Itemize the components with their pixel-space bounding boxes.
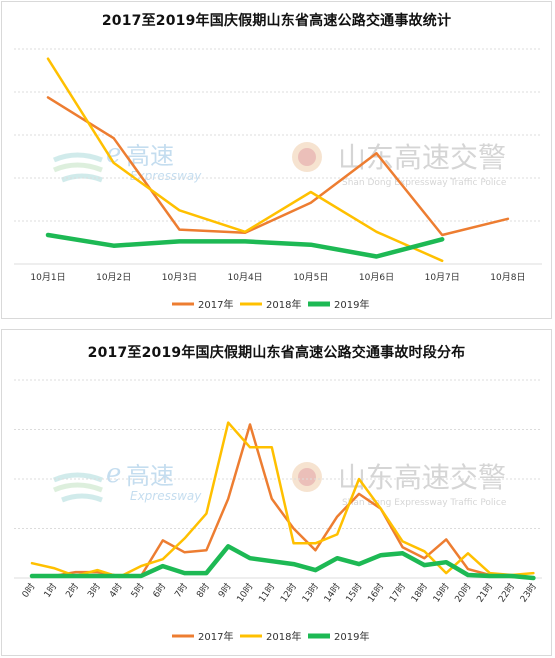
chart-panel-hourly: 2017至2019年国庆假期山东省高速公路交通事故时段分布 e 高速 Expre…: [1, 329, 552, 656]
x-tick-label: 1时: [41, 581, 59, 600]
x-tick-labels: 0时 1时 2时 3时 4时 5时 6时 7时 8时 9时 10时 11时 12时 13时 14时 15时 16…: [19, 581, 539, 605]
daily-accident-chart: e 高速 Expressway 山东高速交警 Shan Dong Express…: [14, 48, 542, 311]
x-tick-label: 9时: [215, 581, 233, 600]
grid: [14, 48, 542, 265]
legend-label: 2019年: [334, 630, 369, 643]
legend-label: 2017年: [198, 630, 233, 643]
watermark-right-sub: Shan Dong Expressway Traffic Police: [342, 498, 507, 508]
series-lines: [45, 57, 510, 263]
x-tick-label: 10月5日: [293, 272, 328, 283]
x-tick-label: 3时: [85, 581, 103, 600]
x-tick-label: 16时: [365, 581, 387, 605]
x-tick-label: 10月1日: [30, 272, 65, 283]
svg-text:e: e: [106, 459, 121, 489]
series-line-2019: [45, 232, 445, 259]
x-tick-label: 6时: [150, 581, 168, 600]
watermark-brand: 高速: [126, 462, 174, 490]
x-tick-label: 13时: [299, 581, 321, 605]
x-tick-label: 20时: [452, 581, 474, 605]
x-tick-label: 7时: [172, 581, 190, 600]
x-tick-label: 21时: [474, 581, 496, 605]
chart-title: 2017至2019年国庆假期山东省高速公路交通事故统计: [101, 13, 452, 29]
watermark-right-brand: 山东高速交警: [338, 141, 506, 174]
watermark-right-brand: 山东高速交警: [338, 461, 506, 494]
legend-label: 2017年: [198, 298, 233, 311]
x-tick-label: 18时: [408, 581, 430, 605]
chart-title: 2017至2019年国庆假期山东省高速公路交通事故时段分布: [87, 345, 466, 361]
watermark: e 高速 Expressway 山东高速交警 Shan Dong Express…: [53, 459, 507, 508]
x-tick-label: 23时: [517, 581, 539, 605]
watermark-sub: Expressway: [130, 169, 202, 183]
x-tick-label: 4时: [106, 581, 124, 600]
x-tick-label: 17时: [386, 581, 408, 605]
x-tick-label: 8时: [194, 581, 212, 600]
expressway-logo-icon: e: [53, 139, 121, 183]
x-tick-labels: 10月1日 10月2日 10月3日 10月4日 10月5日 10月6日 10月7日 10月8日: [30, 272, 525, 283]
svg-text:e: e: [106, 139, 121, 169]
legend-label: 2018年: [266, 298, 301, 311]
chart-panel-daily: 2017至2019年国庆假期山东省高速公路交通事故统计 e 高速 Express…: [1, 1, 552, 319]
watermark: e 高速 Expressway 山东高速交警 Shan Dong Express…: [53, 139, 507, 188]
x-tick-label: 11时: [256, 581, 278, 605]
x-tick-label: 10时: [234, 581, 256, 605]
x-tick-label: 14时: [321, 581, 343, 605]
legend: 2017年 2018年 2019年: [172, 298, 369, 311]
x-tick-label: 10月3日: [162, 272, 197, 283]
x-tick-label: 19时: [430, 581, 452, 605]
watermark-sub: Expressway: [130, 489, 202, 503]
police-emblem-icon: [292, 462, 322, 492]
x-tick-label: 10月4日: [228, 272, 263, 283]
series-line-2019: [29, 544, 536, 581]
x-tick-label: 15时: [343, 581, 365, 605]
x-tick-label: 10月6日: [359, 272, 394, 283]
series-line-2017: [46, 96, 510, 237]
x-tick-label: 5时: [128, 581, 146, 600]
series-line-2018: [46, 57, 444, 263]
x-tick-label: 0时: [19, 581, 37, 600]
x-tick-label: 12时: [277, 581, 299, 605]
expressway-logo-icon: e: [53, 459, 121, 503]
legend: 2017年 2018年 2019年: [172, 630, 369, 643]
police-emblem-icon: [292, 142, 322, 172]
legend-label: 2019年: [334, 298, 369, 311]
x-tick-label: 10月8日: [490, 272, 525, 283]
hourly-accident-chart: e 高速 Expressway 山东高速交警 Shan Dong Express…: [14, 379, 542, 643]
x-tick-label: 10月7日: [425, 272, 460, 283]
x-tick-label: 10月2日: [96, 272, 131, 283]
legend-label: 2018年: [266, 630, 301, 643]
watermark-right-sub: Shan Dong Expressway Traffic Police: [342, 178, 507, 188]
x-tick-label: 22时: [495, 581, 517, 605]
series-lines: [29, 421, 536, 581]
x-tick-label: 2时: [63, 581, 81, 600]
